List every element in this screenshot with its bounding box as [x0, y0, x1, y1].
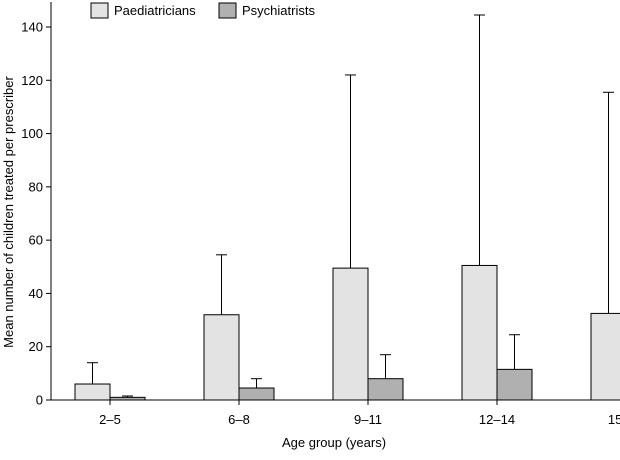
plot-area: 0 20 40 60 80 100 120 140 2–5 6–8 9–11 12–14 15–17: [21, 2, 620, 427]
legend-label-psychiatrists: Psychiatrists: [242, 3, 315, 18]
x-axis-title: Age group (years): [282, 435, 386, 450]
y-tick-label-0: 0: [36, 393, 43, 408]
bar-paediatricians-1: [203, 314, 240, 401]
bar-paediatricians-2: [332, 267, 369, 401]
legend-label-paediatricians: Paediatricians: [114, 3, 196, 18]
legend: Paediatricians Psychiatrists: [90, 2, 315, 19]
bar-paediatricians-3: [461, 264, 498, 401]
x-tick-label-3: 12–14: [479, 412, 515, 427]
legend-swatch-psychiatrists: [218, 2, 237, 19]
bar-psychiatrists-3: [496, 368, 533, 401]
bar-psychiatrists-0: [109, 396, 146, 401]
x-tick-label-0: 2–5: [99, 412, 121, 427]
y-axis-title: Mean number of children treated per pres…: [1, 75, 16, 347]
y-tick-label-20: 20: [29, 339, 43, 354]
y-tick-label-60: 60: [29, 233, 43, 248]
y-tick-label-100: 100: [21, 126, 43, 141]
legend-swatch-paediatricians: [90, 2, 109, 19]
x-tick-label-4: 15–17: [608, 412, 620, 427]
bar-psychiatrists-2: [367, 378, 404, 401]
x-tick-label-1: 6–8: [228, 412, 250, 427]
y-tick-label-140: 140: [21, 20, 43, 35]
bar-psychiatrists-1: [238, 387, 275, 401]
y-tick-label-40: 40: [29, 286, 43, 301]
x-tick-label-2: 9–11: [354, 412, 382, 427]
bar-paediatricians-4: [590, 312, 620, 401]
y-tick-label-80: 80: [29, 179, 43, 194]
y-tick-label-120: 120: [21, 73, 43, 88]
bar-paediatricians-0: [74, 383, 111, 401]
